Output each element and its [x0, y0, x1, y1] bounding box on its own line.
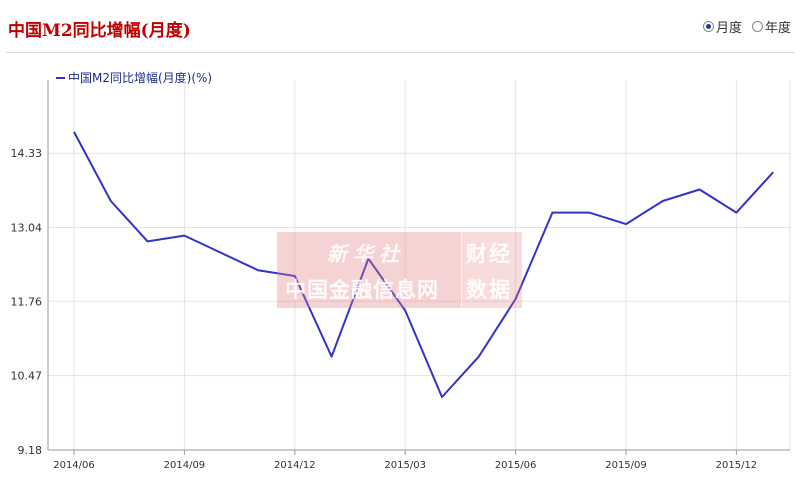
series-line: [73, 131, 774, 398]
grid-lines: [48, 80, 791, 450]
x-tick-label: 2014/09: [164, 460, 206, 471]
y-tick-label: 11.76: [11, 295, 43, 308]
radio-checked-icon[interactable]: [702, 21, 714, 32]
y-tick-label: 9.18: [18, 444, 43, 457]
option-monthly[interactable]: 月度: [702, 17, 742, 36]
series: [73, 131, 774, 398]
y-tick-label: 10.47: [11, 370, 43, 383]
radio-unchecked-icon[interactable]: [751, 21, 763, 32]
x-tick-labels: 2014/06 2014/09 2014/12 2015/03 2015/06 2015/…: [53, 460, 757, 471]
y-tick-label: 13.04: [11, 222, 43, 235]
option-monthly-label: 月度: [715, 21, 742, 36]
period-toggle: 月度 年度: [702, 17, 791, 36]
x-tick-label: 2014/06: [53, 460, 95, 471]
legend-label: 中国M2同比增幅(月度)(%): [68, 71, 213, 85]
x-tick-label: 2014/12: [274, 460, 316, 471]
legend-line-swatch: [56, 76, 65, 79]
option-yearly-label: 年度: [764, 21, 791, 36]
header-divider: [6, 52, 795, 53]
chart-legend[interactable]: 中国M2同比增幅(月度)(%): [56, 69, 212, 86]
x-tick-label: 2015/03: [384, 460, 426, 471]
option-yearly[interactable]: 年度: [751, 17, 791, 36]
axes: [47, 80, 790, 455]
y-tick-labels: 9.18 10.47 11.76 13.04 14.33: [11, 147, 43, 457]
x-tick-label: 2015/12: [716, 460, 758, 471]
chart-title: 中国M2同比增幅(月度): [8, 21, 191, 41]
x-tick-label: 2015/09: [605, 460, 647, 471]
y-tick-label: 14.33: [11, 147, 43, 160]
x-tick-label: 2015/06: [495, 460, 537, 471]
